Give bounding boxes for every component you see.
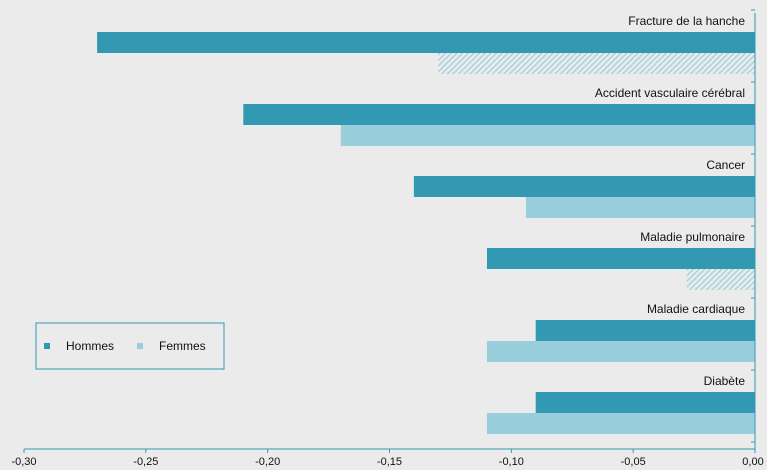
legend: Hommes Femmes: [35, 322, 225, 370]
bar-hommes: [486, 248, 755, 269]
bar-femmes: [340, 125, 755, 146]
x-tick-label: -0,25: [133, 456, 158, 468]
legend-swatch-hommes: [44, 343, 50, 349]
category-label: Maladie pulmonaire: [640, 230, 745, 244]
bar-hommes: [97, 32, 756, 53]
x-tick-label: 0,00: [742, 456, 763, 468]
labels-layer: Fracture de la hanche Accident vasculaire…: [595, 14, 745, 388]
bars-layer: [97, 32, 756, 434]
category-label: Diabète: [704, 374, 746, 388]
legend-label-hommes: Hommes: [66, 339, 114, 353]
x-tick-label: -0,05: [621, 456, 646, 468]
category-label: Fracture de la hanche: [628, 14, 745, 28]
bar-femmes: [525, 197, 755, 218]
bar-femmes: [486, 413, 755, 434]
x-tick-label: -0,10: [499, 456, 524, 468]
legend-box: [35, 322, 225, 370]
category-label: Cancer: [706, 158, 745, 172]
x-axis: -0,30 -0,25 -0,20 -0,15 -0,10 -0,05 0,00: [11, 9, 764, 468]
x-tick-label: -0,20: [255, 456, 280, 468]
bar-hommes: [243, 104, 756, 125]
x-tick-label: -0,15: [377, 456, 402, 468]
category-label: Accident vasculaire cérébral: [595, 86, 745, 100]
bar-femmes: [486, 341, 755, 362]
legend-swatch-femmes: [137, 343, 143, 349]
x-tick-label: -0,30: [11, 456, 36, 468]
legend-label-femmes: Femmes: [159, 339, 206, 353]
bar-femmes: [686, 269, 755, 290]
bar-hommes: [413, 176, 755, 197]
category-label: Maladie cardiaque: [647, 302, 745, 316]
bar-femmes: [438, 53, 755, 74]
bar-hommes: [535, 320, 755, 341]
bar-hommes: [535, 392, 755, 413]
